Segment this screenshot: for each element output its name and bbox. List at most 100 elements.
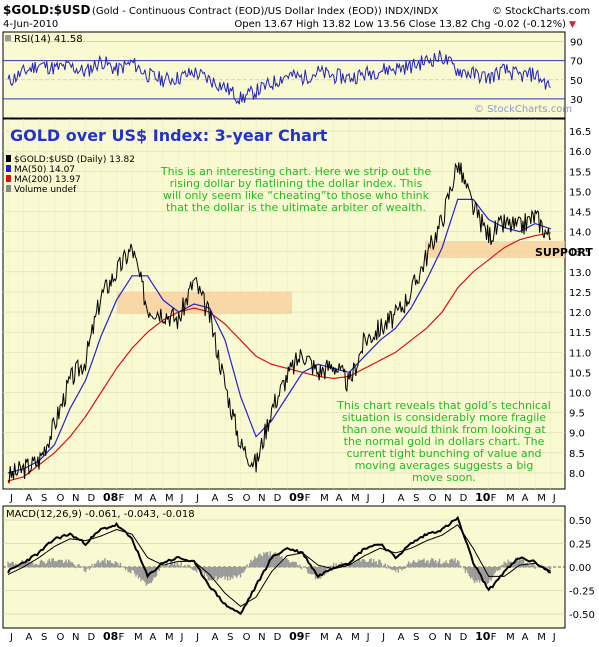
x-tick-label: J: [366, 632, 370, 643]
macd-histogram-bar: [498, 567, 500, 571]
macd-histogram-bar: [251, 561, 253, 568]
x-tick-label: D: [274, 493, 282, 504]
macd-histogram-bar: [466, 567, 468, 571]
macd-histogram-bar: [70, 562, 73, 568]
macd-histogram-bar: [429, 560, 432, 568]
legend-swatch: [6, 175, 11, 182]
macd-histogram-bar: [87, 565, 89, 568]
price-axis: 16.5 16.0 15.5 15.0 14.5 14.0 13.5 13.0 12.5 12.0…: [569, 127, 591, 480]
macd-histogram-bar: [354, 560, 357, 568]
macd-histogram-bar: [537, 566, 539, 568]
macd-histogram-bar: [263, 552, 265, 568]
macd-histogram-bar: [528, 565, 530, 568]
macd-histogram-bar: [455, 562, 458, 568]
macd-histogram-bar: [24, 562, 26, 568]
macd-histogram-bar: [493, 567, 495, 576]
macd-histogram-bar: [358, 558, 361, 568]
macd-histogram-bar: [494, 567, 496, 573]
macd-histogram-bar: [484, 567, 486, 584]
macd-histogram-bar: [175, 565, 177, 568]
macd-histogram-bar: [123, 566, 125, 568]
macd-histogram-bar: [415, 562, 418, 568]
x-tick-label: 09: [289, 630, 304, 643]
macd-histogram-bar: [171, 561, 173, 568]
legend-swatch: [6, 155, 11, 162]
macd-histogram-bar: [105, 563, 107, 568]
macd-histogram-bar: [441, 563, 443, 568]
macd-histogram-bar: [49, 561, 52, 568]
macd-histogram-bar: [106, 559, 109, 568]
x-tick-label: S: [227, 493, 233, 504]
support-label: SUPPORT: [535, 246, 593, 259]
macd-histogram-bar: [453, 560, 455, 568]
x-tick-label: J: [552, 632, 556, 643]
legend-entry: MA(200) 13.97: [14, 175, 81, 185]
macd-histogram-bar: [335, 563, 337, 568]
rsi-series-line: [7, 50, 551, 105]
macd-histogram-bar: [385, 567, 388, 569]
macd-histogram-bar: [450, 558, 452, 568]
x-tick-label: F: [119, 493, 125, 504]
price-tick-label: 16.0: [569, 147, 591, 158]
x-tick-label: O: [57, 632, 65, 643]
macd-histogram-bar: [270, 555, 273, 568]
macd-histogram-bar: [104, 558, 106, 568]
macd-signal-line: [7, 524, 551, 608]
x-tick-label: D: [460, 493, 468, 504]
macd-histogram-bar: [387, 564, 389, 568]
macd-histogram-bar: [416, 561, 419, 568]
macd-histogram-bar: [260, 555, 262, 568]
macd-histogram-bar: [256, 557, 259, 568]
macd-histogram-bar: [29, 562, 31, 568]
macd-histogram-bar: [363, 559, 366, 568]
x-tick-label: F: [491, 493, 497, 504]
macd-histogram-bar: [487, 567, 490, 583]
x-tick-label: J: [381, 632, 385, 643]
x-tick-label: M: [537, 493, 546, 504]
macd-histogram-bar: [482, 567, 485, 583]
macd-histogram-bar: [101, 560, 104, 568]
x-tick-label: 08: [103, 491, 118, 504]
macd-histogram-bar: [57, 559, 60, 568]
macd-histogram-bar: [394, 567, 397, 572]
macd-histogram-bar: [84, 567, 87, 573]
macd-histogram-bar: [291, 561, 293, 568]
x-tick-label: 10: [475, 630, 491, 643]
macd-histogram-bar: [159, 567, 162, 569]
macd-histogram-bar: [445, 560, 447, 568]
macd-histogram-bar: [177, 564, 180, 568]
price-tick-label: 11.0: [569, 348, 591, 359]
macd-histogram-bar: [319, 567, 322, 579]
macd-histogram-bar: [407, 561, 410, 568]
macd-histogram-bar: [248, 563, 251, 568]
macd-histogram-bar: [438, 558, 441, 568]
price-tick-label: 12.0: [569, 308, 591, 319]
x-tick-label: A: [336, 493, 343, 504]
x-tick-label: O: [429, 493, 437, 504]
macd-histogram-bar: [219, 567, 221, 578]
brand-label: © StockCharts.com: [492, 6, 590, 17]
macd-histogram-bar: [162, 566, 164, 568]
macd-histogram-bar: [132, 567, 135, 571]
x-tick-label: M: [165, 632, 174, 643]
macd-histogram-bar: [294, 561, 296, 568]
macd-histogram-bar: [150, 567, 153, 584]
macd-histogram-bar: [422, 559, 424, 568]
price-tick-label: 16.5: [569, 127, 591, 138]
macd-histogram-bar: [188, 564, 190, 568]
x-tick-label: J: [9, 493, 13, 504]
macd-histogram-bar: [69, 561, 71, 568]
macd-histogram-bar: [486, 567, 489, 584]
macd-histogram-bar: [117, 563, 119, 568]
macd-histogram-bar: [366, 561, 368, 568]
x-tick-label: N: [72, 632, 79, 643]
macd-histogram-bar: [485, 567, 487, 584]
macd-histogram-bar: [304, 567, 306, 568]
macd-histogram-bar: [208, 567, 211, 581]
macd-tick-label: -0.25: [569, 586, 595, 597]
macd-histogram-bar: [447, 563, 450, 568]
macd-histogram-bar: [403, 567, 406, 569]
macd-histogram-bar: [410, 563, 412, 568]
macd-histogram-bar: [97, 559, 100, 568]
